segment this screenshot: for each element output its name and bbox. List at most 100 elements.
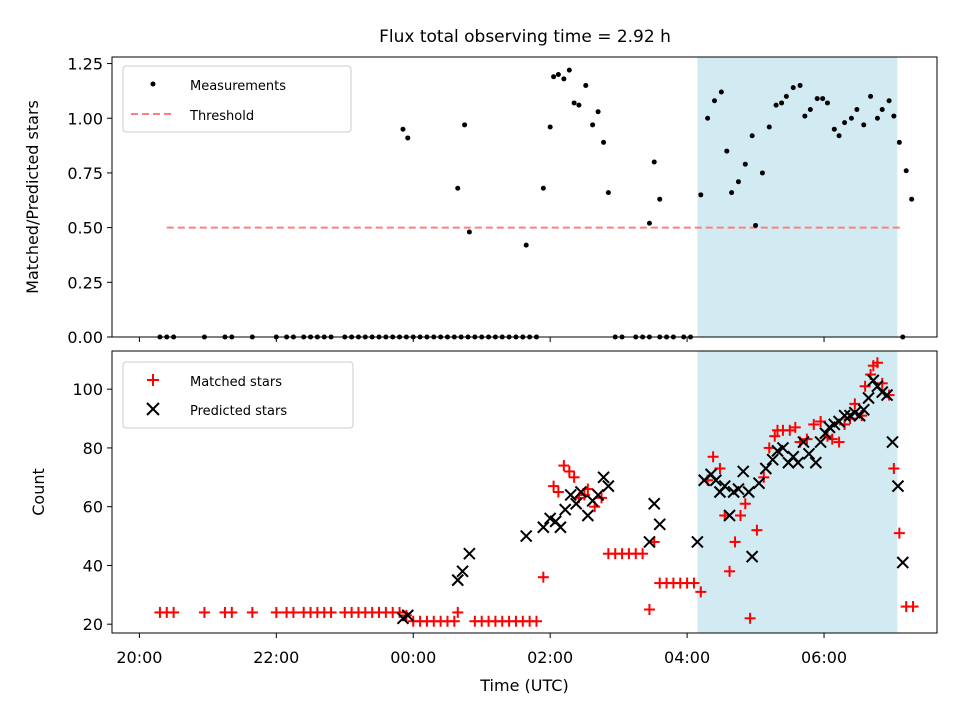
measurement-point [854, 107, 860, 112]
measurement-point [405, 135, 411, 141]
measurement-point [779, 100, 785, 106]
x-tick-label: 04:00 [664, 648, 710, 667]
measurement-point [814, 96, 820, 102]
matched-point [226, 606, 238, 618]
top-legend-box [122, 65, 352, 133]
matched-point [688, 577, 700, 589]
legend-predicted-label: Predicted stars [190, 404, 287, 419]
predicted-point [880, 388, 894, 402]
predicted-point-b [456, 565, 469, 578]
predicted-point-b [559, 503, 572, 516]
measurement-point [651, 159, 657, 165]
predicted-point-b [814, 435, 827, 449]
matched-point [724, 565, 736, 577]
predicted-point-b [742, 485, 755, 499]
measurement-point [400, 126, 406, 132]
matched-point [888, 463, 900, 474]
predicted-point [401, 609, 414, 622]
measurement-point [848, 115, 854, 121]
measurement-point [886, 98, 892, 104]
predicted-point [463, 547, 476, 560]
matched-point [833, 436, 845, 448]
predicted-point [759, 462, 773, 475]
top-y-axis-label: Matched/Predicted stars [23, 100, 42, 294]
predicted-point-b [867, 374, 880, 387]
matched-point [871, 357, 883, 369]
measurement-point [783, 93, 789, 99]
bottom-y-tick-label: 100 [72, 380, 103, 399]
measurement-point [753, 222, 759, 228]
predicted-point-b [759, 462, 773, 475]
measurement-point [657, 196, 663, 202]
matched-point [751, 524, 763, 536]
measurement-point [698, 192, 704, 198]
predicted-point-b [520, 529, 533, 543]
matched-points [154, 357, 919, 627]
predicted-point-b [766, 453, 779, 466]
bottom-legend-box [122, 361, 354, 429]
predicted-point [709, 474, 723, 487]
predicted-point [862, 391, 875, 405]
predicted-point [797, 435, 810, 449]
matched-point [695, 586, 707, 598]
predicted-point-b [554, 521, 567, 534]
matched-point [637, 548, 649, 560]
predicted-point-b [838, 409, 851, 422]
predicted-point-b [896, 556, 909, 569]
predicted-point-b [602, 479, 615, 493]
predicted-point [520, 529, 533, 543]
predicted-point-b [591, 488, 605, 502]
matched-point [789, 421, 801, 433]
matched-point [876, 377, 888, 389]
predicted-point [591, 488, 605, 502]
measurement-point [909, 196, 915, 202]
bottom-y-ticks: 20 40 60 80 100 [72, 380, 112, 634]
matched-point [452, 606, 464, 618]
predicted-point [896, 556, 909, 569]
predicted-point-b [802, 447, 816, 461]
predicted-point-b [886, 435, 899, 449]
matched-point [548, 480, 560, 492]
predicted-point-b [543, 512, 557, 525]
legend-measurements-label: Measurements [190, 79, 286, 94]
measurement-point [879, 107, 885, 112]
bottom-axes-frame [111, 350, 938, 634]
measurement-point [842, 120, 848, 126]
measurement-point [891, 113, 897, 119]
matched-point [568, 471, 580, 483]
measurement-point [824, 100, 830, 106]
matched-point [744, 612, 756, 624]
predicted-point-b [809, 456, 823, 469]
predicted-point-b [791, 456, 805, 469]
predicted-point [766, 453, 779, 466]
predicted-point [737, 465, 750, 478]
predicted-point-b [537, 521, 550, 534]
matched-point [270, 606, 282, 618]
measurement-point [540, 185, 546, 191]
legend-predicted-marker [146, 402, 160, 416]
predicted-point-b [752, 476, 766, 490]
measurement-point [605, 190, 611, 196]
predicted-point-b [451, 573, 464, 587]
measurement-point [759, 170, 765, 176]
measurement-point [462, 122, 468, 128]
predicted-point [752, 476, 766, 490]
x-tick-label: 22:00 [253, 648, 299, 667]
predicted-point-b [564, 488, 577, 502]
x-tick-label: 00:00 [390, 648, 436, 667]
predicted-point [456, 565, 469, 578]
top-y-ticks: 0.00 0.25 0.50 0.75 1.00 1.25 [67, 55, 112, 347]
measurement-point [547, 124, 553, 130]
bottom-y-axis-label: Count [29, 468, 48, 516]
matched-point [563, 465, 575, 477]
predicted-point-b [401, 609, 414, 622]
predicted-point [857, 403, 870, 416]
predicted-point-b [691, 535, 704, 549]
predicted-point-b [709, 474, 723, 487]
measurement-point [729, 190, 735, 196]
measurement-point [555, 72, 561, 77]
top-observing-window [697, 57, 898, 337]
measurement-point [903, 168, 909, 174]
matched-point [325, 606, 337, 618]
predicted-point [745, 550, 759, 563]
